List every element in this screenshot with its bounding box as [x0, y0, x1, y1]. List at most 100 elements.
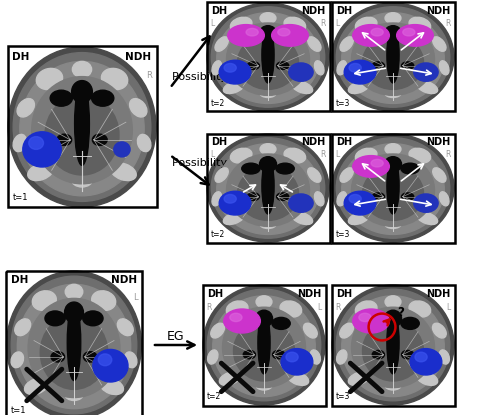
Ellipse shape — [230, 148, 252, 163]
Text: NDH: NDH — [112, 276, 138, 286]
Ellipse shape — [24, 378, 48, 395]
Ellipse shape — [342, 296, 444, 397]
Ellipse shape — [272, 350, 284, 359]
Ellipse shape — [396, 24, 434, 46]
Ellipse shape — [45, 95, 119, 175]
Ellipse shape — [15, 319, 30, 336]
Ellipse shape — [409, 17, 430, 32]
Ellipse shape — [288, 372, 308, 386]
Ellipse shape — [432, 37, 446, 51]
Ellipse shape — [336, 138, 450, 238]
Ellipse shape — [336, 7, 450, 107]
Text: EG: EG — [167, 330, 185, 342]
Ellipse shape — [23, 132, 62, 167]
Ellipse shape — [256, 379, 272, 390]
Ellipse shape — [110, 163, 136, 181]
Ellipse shape — [280, 301, 301, 317]
Ellipse shape — [332, 285, 454, 405]
Ellipse shape — [336, 350, 347, 364]
Bar — [332, 134, 454, 242]
Ellipse shape — [384, 219, 402, 229]
Ellipse shape — [212, 7, 324, 107]
Ellipse shape — [398, 171, 412, 179]
Ellipse shape — [224, 309, 260, 333]
Ellipse shape — [284, 17, 306, 32]
Ellipse shape — [344, 60, 376, 84]
Ellipse shape — [374, 40, 388, 49]
Ellipse shape — [352, 154, 434, 226]
Ellipse shape — [226, 154, 310, 226]
Ellipse shape — [248, 40, 263, 49]
Ellipse shape — [72, 173, 92, 187]
Ellipse shape — [234, 321, 294, 381]
Ellipse shape — [212, 138, 324, 238]
Ellipse shape — [83, 311, 103, 326]
Text: NDH: NDH — [426, 137, 450, 147]
Ellipse shape — [416, 372, 438, 386]
Ellipse shape — [314, 192, 324, 206]
Ellipse shape — [98, 354, 112, 366]
Ellipse shape — [258, 311, 270, 374]
Ellipse shape — [367, 317, 385, 330]
Bar — [332, 2, 454, 112]
Bar — [206, 134, 330, 242]
Ellipse shape — [13, 53, 151, 201]
Ellipse shape — [124, 352, 137, 368]
Text: NDH: NDH — [301, 137, 326, 147]
Ellipse shape — [356, 301, 377, 317]
Ellipse shape — [72, 81, 92, 103]
Ellipse shape — [238, 166, 298, 220]
Ellipse shape — [64, 302, 84, 323]
Ellipse shape — [102, 68, 128, 90]
Ellipse shape — [281, 349, 313, 375]
Ellipse shape — [11, 276, 137, 414]
Ellipse shape — [220, 372, 240, 386]
Ellipse shape — [432, 323, 446, 338]
Ellipse shape — [260, 144, 276, 154]
Ellipse shape — [114, 142, 130, 157]
Ellipse shape — [28, 137, 44, 149]
Ellipse shape — [226, 301, 248, 317]
Ellipse shape — [371, 28, 383, 36]
Ellipse shape — [409, 301, 430, 317]
Ellipse shape — [212, 61, 222, 75]
Ellipse shape — [352, 307, 434, 388]
Ellipse shape — [92, 90, 114, 106]
Ellipse shape — [292, 81, 312, 93]
Ellipse shape — [238, 35, 298, 89]
Ellipse shape — [288, 63, 313, 81]
Ellipse shape — [269, 326, 283, 335]
Ellipse shape — [416, 81, 438, 93]
Ellipse shape — [222, 307, 306, 388]
Ellipse shape — [342, 13, 444, 103]
Ellipse shape — [362, 321, 424, 381]
Ellipse shape — [304, 323, 317, 338]
Text: t=2: t=2 — [206, 393, 221, 401]
Ellipse shape — [385, 13, 401, 24]
Ellipse shape — [51, 352, 64, 362]
Ellipse shape — [348, 372, 370, 386]
Ellipse shape — [340, 37, 353, 51]
Ellipse shape — [32, 77, 132, 184]
Text: Possibility 2: Possibility 2 — [172, 158, 238, 168]
Text: L: L — [317, 303, 322, 312]
Text: NDH: NDH — [426, 6, 450, 16]
Ellipse shape — [410, 349, 442, 375]
Ellipse shape — [402, 350, 413, 359]
Text: NDH: NDH — [126, 52, 152, 62]
Ellipse shape — [244, 326, 259, 335]
Ellipse shape — [28, 298, 120, 398]
Ellipse shape — [336, 289, 450, 401]
Bar — [6, 271, 142, 415]
Ellipse shape — [440, 192, 449, 206]
Ellipse shape — [242, 32, 260, 43]
Text: Possibility 1: Possibility 1 — [172, 72, 238, 82]
Ellipse shape — [80, 321, 96, 333]
Ellipse shape — [138, 134, 151, 151]
Ellipse shape — [20, 61, 144, 196]
Text: DH: DH — [336, 288, 352, 299]
Ellipse shape — [356, 148, 377, 163]
Ellipse shape — [401, 317, 419, 330]
Ellipse shape — [387, 27, 399, 83]
Ellipse shape — [262, 27, 274, 83]
